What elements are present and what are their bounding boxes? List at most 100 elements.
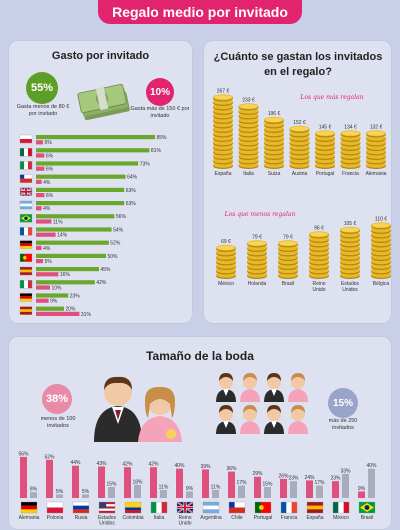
header-banner: Regalo medio por invitado [98, 0, 302, 24]
green-bar-label: 64% [127, 175, 138, 181]
uk-flag-icon [19, 187, 33, 197]
category-label: Estados [341, 281, 360, 287]
pink-bar [20, 456, 27, 498]
red-bar [36, 193, 45, 198]
badge-high-spend: 10% [146, 78, 174, 106]
pink-bar-label: 26% [278, 473, 289, 479]
red-bar-label: 6% [46, 193, 54, 199]
groom-guest-icon [216, 405, 236, 434]
red-bar [36, 259, 43, 264]
bride-guest-icon [240, 373, 260, 402]
category-label: Italia [154, 515, 165, 521]
category-label: Alemania [19, 515, 40, 521]
green-bar [36, 240, 109, 245]
badge-large-value: 15% [332, 397, 353, 409]
grey-bar-label: 33% [340, 468, 351, 474]
category-label: Holanda [248, 281, 267, 287]
value-label: 96 € [314, 226, 324, 232]
category-label: Brasil [282, 281, 295, 287]
groom-guest-icon [216, 373, 236, 402]
chart-caption: Los que más regalan [299, 94, 363, 101]
green-bar [36, 174, 126, 179]
coin-stack [278, 240, 298, 279]
colombia-flag-icon [124, 501, 142, 514]
pink-bar [46, 459, 53, 498]
pink-bar [176, 468, 183, 498]
green-bar-label: 54% [113, 227, 124, 233]
bride-guest-icon [288, 373, 308, 402]
grey-bar-label: 5% [56, 489, 64, 495]
coin-top [341, 131, 360, 136]
category-label: Unido [312, 287, 325, 293]
pink-bar [202, 469, 209, 498]
red-bar [36, 153, 45, 158]
category-label: Unido [178, 521, 191, 527]
red-bar-label: 31% [81, 312, 92, 318]
bride-hair [144, 386, 176, 418]
coin-top [341, 227, 359, 232]
value-label: 69 € [221, 239, 231, 245]
pink-bar-label: 23% [330, 476, 341, 482]
groom-guest-icon [264, 405, 284, 434]
green-bar-label: 81% [151, 148, 162, 154]
grey-bar [368, 468, 375, 498]
green-bar [36, 135, 155, 140]
pink-bar-label: 36% [226, 466, 237, 472]
category-label: Alemania [366, 171, 387, 177]
green-bar-label: 45% [101, 267, 112, 273]
page-title: Regalo medio por invitado [112, 4, 288, 20]
badge-small-caption: menos de 100 invitados [40, 416, 76, 429]
value-label: 134 € [344, 125, 357, 131]
grey-bar [108, 487, 115, 498]
red-bar-label: 4% [43, 246, 51, 252]
left-panel-title: Gasto por invitado [51, 50, 150, 62]
badge-small-value: 38% [45, 393, 69, 405]
pink-bar-label: 52% [44, 454, 55, 460]
russia-flag-icon [72, 501, 90, 514]
value-label: 196 € [268, 111, 281, 117]
green-bar [36, 306, 64, 311]
coin-stack [264, 116, 284, 169]
grey-bar [264, 487, 271, 498]
green-bar [36, 293, 69, 298]
coin-top [217, 245, 235, 250]
red-bar-label: 6% [46, 167, 54, 173]
grey-bar-label: 8% [30, 487, 38, 493]
green-bar [36, 227, 112, 232]
coin-stack [213, 94, 233, 169]
category-label: Estados [98, 515, 117, 521]
red-bar [36, 245, 42, 250]
category-label: Francia [281, 515, 298, 521]
grey-bar-label: 15% [106, 482, 117, 488]
poland-flag-icon [46, 501, 64, 514]
green-bar-label: 42% [96, 280, 107, 286]
grey-bar-label: 17% [236, 480, 247, 486]
green-bar-label: 56% [116, 214, 127, 220]
green-bar [36, 201, 125, 206]
usa-flag-icon [98, 501, 116, 514]
red-bar-label: 5% [45, 140, 53, 146]
argentina-flag-icon [19, 200, 33, 210]
category-label: Francia [342, 171, 359, 177]
grey-bar-label: 9% [186, 486, 194, 492]
argentina-flag-icon [202, 501, 220, 514]
red-bar-label: 6% [46, 153, 54, 159]
groom-hair [104, 376, 132, 390]
red-bar [36, 311, 80, 316]
pink-bar-label: 40% [174, 463, 185, 469]
green-bar-label: 73% [140, 161, 151, 167]
pink-bar [254, 476, 261, 498]
left-bar-chart: 85% 5% 81% 6% 73% 6% 64% 4% 63% 6% 63% 4% 56% 11% 54% 1… [19, 134, 167, 318]
france-flag-icon [280, 501, 298, 514]
badge-large-caption: más de 250 invitados [328, 418, 358, 431]
grey-bar [134, 484, 141, 498]
value-label: 79 € [252, 235, 262, 241]
grey-bar [238, 485, 245, 498]
green-bar-label: 20% [66, 307, 77, 313]
red-bar [36, 219, 52, 224]
coin-top [214, 95, 232, 100]
value-label: 132 € [370, 125, 383, 131]
red-bar-label: 16% [60, 272, 71, 278]
badge-low-value: 55% [30, 82, 54, 94]
pink-bar [72, 465, 79, 498]
